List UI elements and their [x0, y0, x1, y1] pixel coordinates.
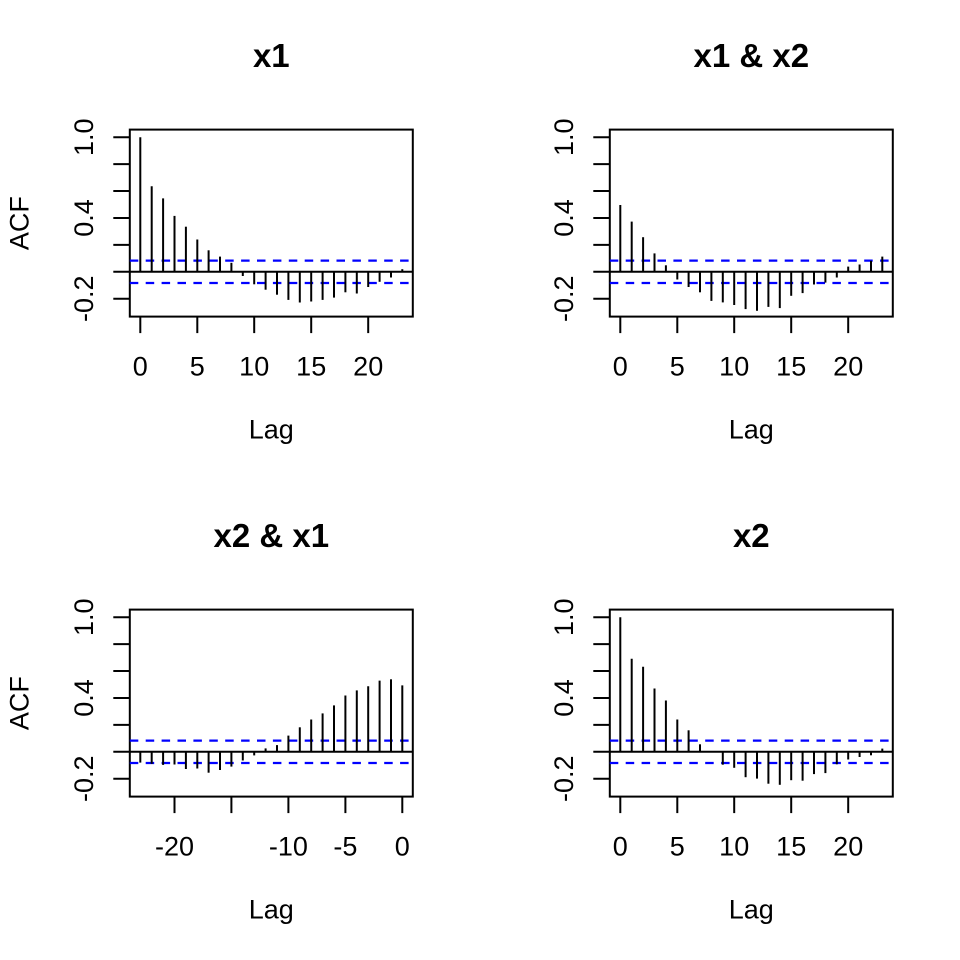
svg-text:5: 5 [190, 351, 205, 381]
svg-text:ACF: ACF [5, 676, 35, 730]
svg-text:20: 20 [353, 351, 383, 381]
svg-text:0.4: 0.4 [549, 679, 579, 717]
svg-text:x1 & x2: x1 & x2 [694, 37, 810, 74]
svg-text:-20: -20 [155, 831, 194, 861]
svg-text:-0.2: -0.2 [69, 755, 99, 802]
svg-text:-0.2: -0.2 [69, 275, 99, 322]
svg-text:x2: x2 [733, 517, 770, 554]
svg-text:15: 15 [776, 351, 806, 381]
svg-text:Lag: Lag [249, 414, 294, 444]
svg-text:1.0: 1.0 [69, 118, 99, 156]
svg-text:Lag: Lag [249, 894, 294, 924]
svg-text:-0.2: -0.2 [549, 755, 579, 802]
svg-text:20: 20 [833, 351, 863, 381]
svg-text:x2 & x1: x2 & x1 [214, 517, 330, 554]
svg-text:Lag: Lag [729, 414, 774, 444]
svg-text:0.4: 0.4 [69, 199, 99, 237]
svg-text:ACF: ACF [5, 196, 35, 250]
svg-text:0: 0 [133, 351, 148, 381]
svg-text:0.4: 0.4 [549, 199, 579, 237]
svg-text:5: 5 [670, 351, 685, 381]
svg-text:-10: -10 [269, 831, 308, 861]
svg-text:0.4: 0.4 [69, 679, 99, 717]
svg-text:-0.2: -0.2 [549, 275, 579, 322]
svg-text:15: 15 [776, 831, 806, 861]
svg-text:1.0: 1.0 [549, 118, 579, 156]
svg-text:10: 10 [719, 351, 749, 381]
svg-text:0: 0 [613, 351, 628, 381]
svg-text:15: 15 [296, 351, 326, 381]
svg-text:10: 10 [239, 351, 269, 381]
svg-text:5: 5 [670, 831, 685, 861]
svg-text:20: 20 [833, 831, 863, 861]
svg-text:1.0: 1.0 [549, 598, 579, 636]
svg-text:0: 0 [613, 831, 628, 861]
svg-text:-5: -5 [333, 831, 357, 861]
svg-text:1.0: 1.0 [69, 598, 99, 636]
svg-text:10: 10 [719, 831, 749, 861]
svg-text:Lag: Lag [729, 894, 774, 924]
svg-text:x1: x1 [253, 37, 290, 74]
svg-text:0: 0 [395, 831, 410, 861]
